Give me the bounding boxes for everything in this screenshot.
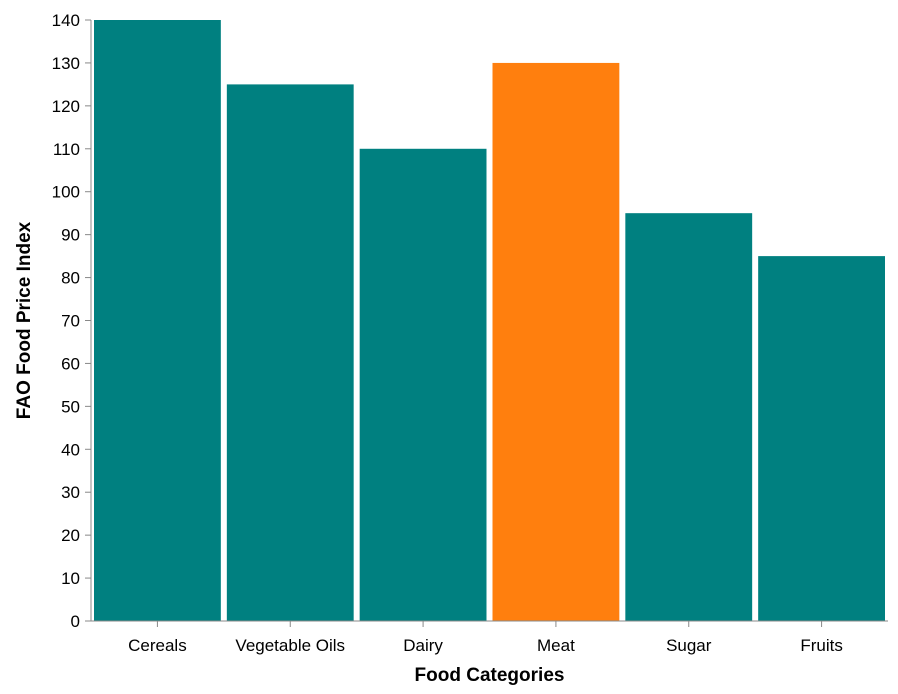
y-tick-label: 50 — [61, 397, 80, 416]
y-tick-label: 10 — [61, 569, 80, 588]
y-tick-label: 100 — [52, 183, 80, 202]
x-axis-title: Food Categories — [415, 665, 565, 686]
x-tick-label: Sugar — [666, 636, 712, 655]
y-tick-label: 130 — [52, 54, 80, 73]
x-tick-label: Meat — [537, 636, 575, 655]
bars-group — [94, 20, 885, 622]
y-axis: 0 10 20 30 40 50 60 70 80 90 100 110 120 130 140 — [52, 11, 92, 631]
bar-dairy — [359, 148, 487, 622]
y-tick-label: 30 — [61, 483, 80, 502]
y-axis-title: FAO Food Price Index — [14, 221, 35, 419]
y-tick-label: 70 — [61, 312, 80, 331]
y-tick-label: 20 — [61, 526, 80, 545]
bar-vegetable-oils — [226, 84, 354, 621]
y-tick-label: 110 — [53, 140, 80, 159]
x-tick-label: Dairy — [403, 636, 443, 655]
bar-meat — [492, 62, 620, 621]
y-tick-label: 140 — [52, 11, 80, 30]
y-tick-label: 90 — [61, 226, 80, 245]
x-tick-label: Cereals — [128, 636, 187, 655]
y-tick-label: 40 — [61, 440, 80, 459]
y-tick-label: 120 — [52, 97, 80, 116]
y-tick-label: 0 — [71, 612, 80, 631]
x-tick-label: Vegetable Oils — [235, 636, 345, 655]
bar-fruits — [758, 256, 885, 621]
y-tick-label: 60 — [61, 354, 80, 373]
bar-cereals — [94, 20, 221, 621]
x-axis: Cereals Vegetable Oils Dairy Meat Sugar Fruit… — [91, 620, 888, 655]
y-tick-label: 80 — [61, 269, 80, 288]
bar-sugar — [625, 213, 753, 621]
x-tick-label: Fruits — [800, 636, 843, 655]
